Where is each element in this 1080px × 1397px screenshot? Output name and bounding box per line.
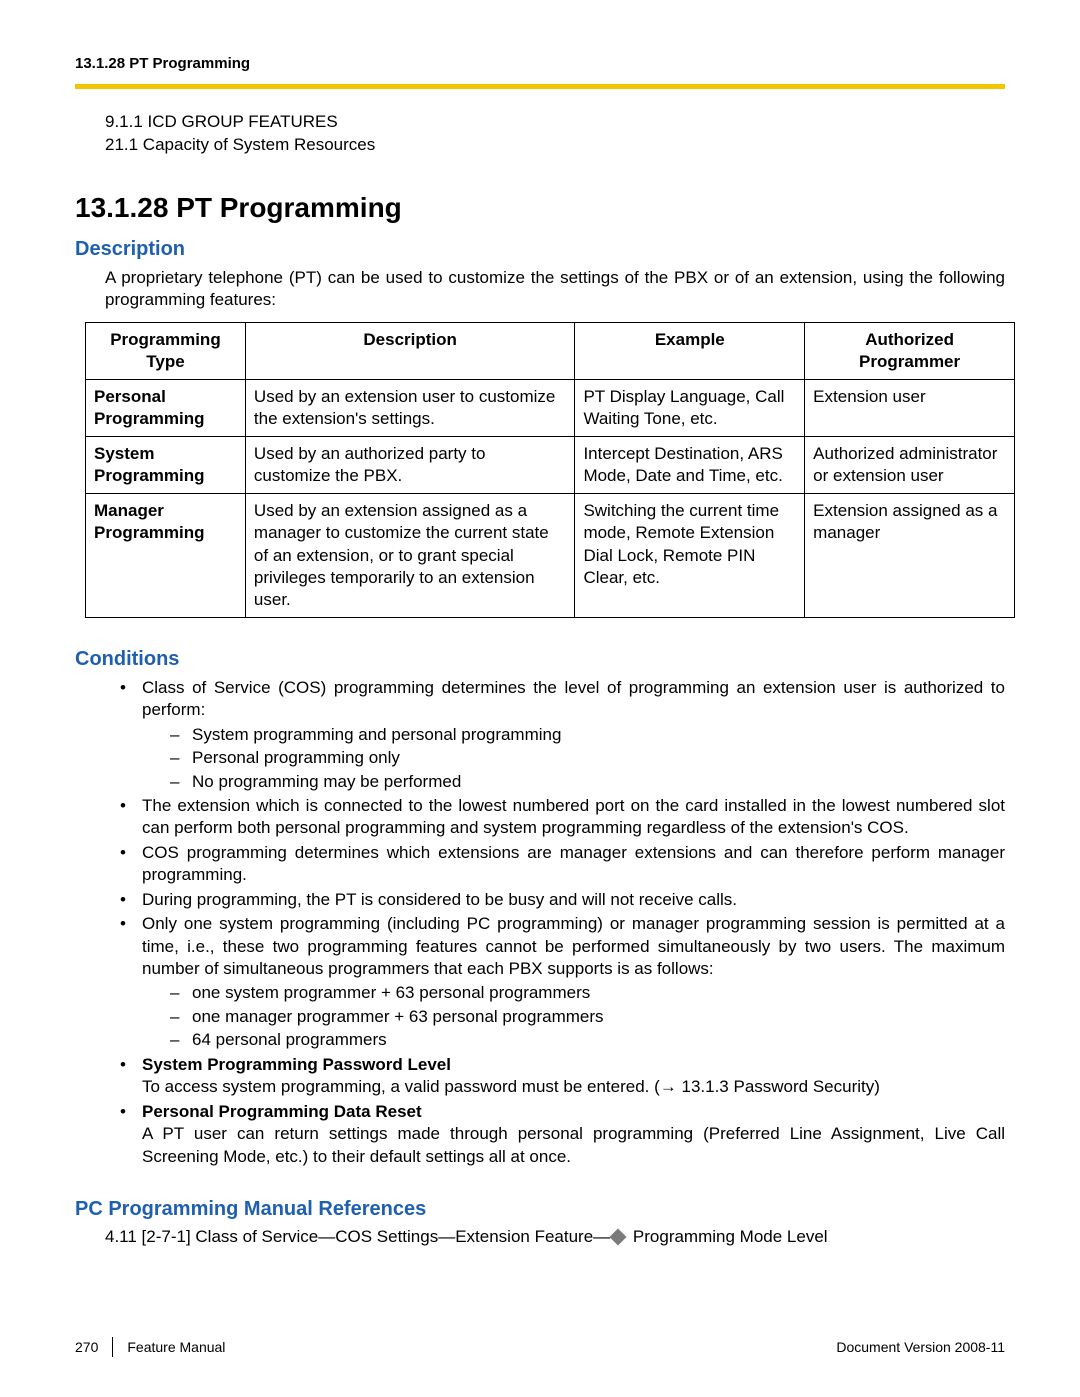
footer-left: 270 Feature Manual [75,1337,225,1357]
table-row: Personal Programming Used by an extensio… [86,379,1015,436]
condition-item: The extension which is connected to the … [120,795,1005,840]
description-paragraph: A proprietary telephone (PT) can be used… [105,267,1005,312]
footer-separator [112,1337,113,1357]
conditions-heading: Conditions [75,648,1005,671]
pcref-heading: PC Programming Manual References [75,1198,1005,1221]
page-footer: 270 Feature Manual Document Version 2008… [75,1337,1005,1357]
condition-subitem: No programming may be performed [170,771,1005,793]
accent-rule [75,84,1005,89]
condition-text: A PT user can return settings made throu… [142,1124,1005,1165]
cell-type: System Programming [86,437,246,494]
condition-subitem: System programming and personal programm… [170,724,1005,746]
cell-desc: Used by an extension user to customize t… [245,379,575,436]
condition-bold-title: System Programming Password Level [142,1055,451,1074]
th-description: Description [245,322,575,379]
th-example: Example [575,322,805,379]
table-header-row: Programming Type Description Example Aut… [86,322,1015,379]
page: 13.1.28 PT Programming 9.1.1 ICD GROUP F… [0,0,1080,1397]
condition-item: Class of Service (COS) programming deter… [120,677,1005,793]
manual-name: Feature Manual [127,1339,225,1355]
running-header: 13.1.28 PT Programming [75,55,1005,72]
cell-desc: Used by an extension assigned as a manag… [245,494,575,617]
cell-example: PT Display Language, Call Waiting Tone, … [575,379,805,436]
condition-subitem: Personal programming only [170,747,1005,769]
cell-auth: Extension user [805,379,1015,436]
page-number: 270 [75,1339,98,1355]
condition-item: System Programming Password Level To acc… [120,1054,1005,1099]
pcref-line: 4.11 [2-7-1] Class of Service—COS Settin… [105,1227,1005,1247]
condition-subitem: one system programmer + 63 personal prog… [170,982,1005,1004]
condition-text: Only one system programming (including P… [142,914,1005,978]
condition-subitem: one manager programmer + 63 personal pro… [170,1006,1005,1028]
diamond-icon [610,1228,627,1245]
condition-item: COS programming determines which extensi… [120,842,1005,887]
conditions-list: Class of Service (COS) programming deter… [120,677,1005,1168]
section-title: 13.1.28 PT Programming [75,192,1005,224]
cell-auth: Extension assigned as a manager [805,494,1015,617]
condition-bold-title: Personal Programming Data Reset [142,1102,422,1121]
th-authorized: Authorized Programmer [805,322,1015,379]
table-row: System Programming Used by an authorized… [86,437,1015,494]
prelist-item: 9.1.1 ICD GROUP FEATURES [105,111,1005,134]
doc-version: Document Version 2008-11 [836,1339,1005,1355]
cell-desc: Used by an authorized party to customize… [245,437,575,494]
cell-auth: Authorized administrator or extension us… [805,437,1015,494]
condition-subitem: 64 personal programmers [170,1029,1005,1051]
condition-text: Class of Service (COS) programming deter… [142,678,1005,719]
description-heading: Description [75,238,1005,261]
programming-table: Programming Type Description Example Aut… [85,322,1015,618]
condition-item: Only one system programming (including P… [120,913,1005,1052]
prelist-item: 21.1 Capacity of System Resources [105,134,1005,157]
condition-sublist: one system programmer + 63 personal prog… [170,982,1005,1051]
pcref-post: Programming Mode Level [628,1227,827,1246]
condition-sublist: System programming and personal programm… [170,724,1005,793]
cell-type: Manager Programming [86,494,246,617]
condition-item: Personal Programming Data Reset A PT use… [120,1101,1005,1168]
condition-item: During programming, the PT is considered… [120,889,1005,911]
cell-example: Switching the current time mode, Remote … [575,494,805,617]
th-programming-type: Programming Type [86,322,246,379]
condition-text: To access system programming, a valid pa… [142,1077,880,1096]
prelist: 9.1.1 ICD GROUP FEATURES 21.1 Capacity o… [105,111,1005,157]
cell-example: Intercept Destination, ARS Mode, Date an… [575,437,805,494]
pcref-pre: 4.11 [2-7-1] Class of Service—COS Settin… [105,1227,610,1246]
cell-type: Personal Programming [86,379,246,436]
table-row: Manager Programming Used by an extension… [86,494,1015,617]
